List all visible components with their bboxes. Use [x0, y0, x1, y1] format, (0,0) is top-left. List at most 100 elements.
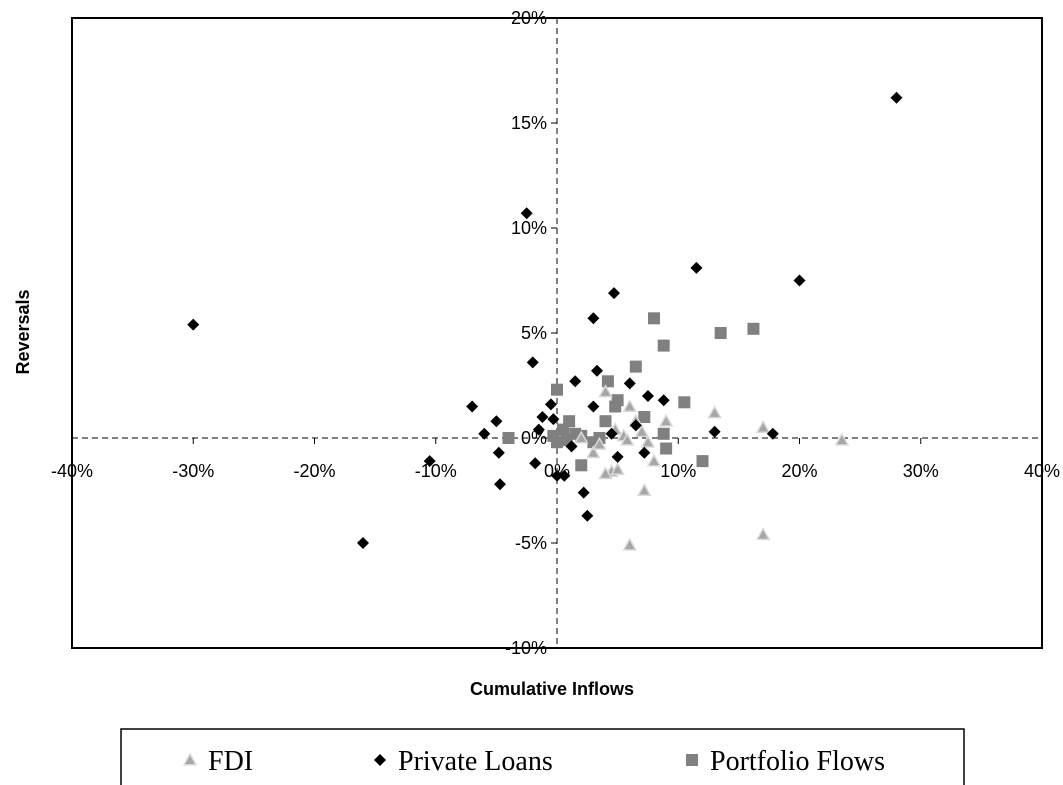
diamond-point [492, 446, 505, 459]
square-point [747, 322, 760, 335]
x-tick-label: 20% [781, 461, 817, 481]
y-axis-title: Reversals [13, 289, 33, 374]
diamond-point [793, 274, 806, 287]
triangle-point [755, 419, 771, 434]
diamond-point [526, 356, 539, 369]
series-diamond [187, 91, 903, 549]
diamond-point [638, 446, 651, 459]
triangle-point [598, 466, 613, 480]
diamond-point [490, 415, 503, 428]
diamond-point [520, 207, 533, 220]
diamond-point [591, 364, 604, 377]
diamond-point [690, 261, 703, 274]
triangle-point [586, 445, 601, 459]
diamond-point [708, 425, 721, 438]
triangle-point [634, 424, 650, 438]
legend-box [120, 728, 965, 785]
diamond-point [551, 469, 563, 482]
square-point [696, 455, 709, 468]
square-point [657, 339, 670, 352]
square-point [502, 432, 515, 444]
diamond-point [478, 427, 491, 440]
diamond-point [547, 413, 560, 426]
diamond-point [357, 537, 369, 549]
legend-label: FDI [208, 746, 253, 777]
legend-label: Portfolio Flows [710, 746, 885, 777]
y-tick-label: 5% [521, 323, 547, 343]
y-tick-label: 15% [511, 113, 547, 133]
diamond-point [187, 318, 200, 331]
diamond-point [607, 287, 620, 300]
square-point [660, 442, 673, 455]
x-axis-title: Cumulative Inflows [470, 679, 634, 699]
square-point [557, 423, 570, 436]
x-tick-label: 10% [660, 461, 696, 481]
triangle-point [658, 413, 674, 427]
triangle-point [598, 384, 613, 398]
square-point [599, 415, 612, 428]
triangle-point [610, 461, 625, 476]
triangle-point [637, 482, 652, 497]
diamond-point [569, 375, 582, 388]
diamond-point [536, 411, 549, 423]
y-tick-label: -10% [505, 638, 547, 658]
square-point [575, 459, 588, 472]
square-point [678, 396, 691, 409]
x-tick-label: -30% [172, 461, 214, 481]
diamond-point [657, 394, 670, 407]
square-point [609, 400, 622, 413]
diamond-point [529, 457, 542, 470]
square-point [638, 411, 651, 423]
x-tick-label: -40% [51, 461, 93, 481]
diamond-point [494, 478, 507, 491]
diamond-point [641, 390, 654, 402]
square-point [648, 312, 660, 325]
legend-triangle-marker [182, 752, 198, 766]
triangle-point [640, 434, 656, 448]
diamond-point [890, 91, 903, 104]
x-tick-label: 40% [1024, 461, 1060, 481]
square-point [551, 436, 563, 449]
triangle-point [834, 432, 850, 446]
triangle-point [620, 432, 635, 446]
square-point [714, 327, 727, 339]
square-point [551, 383, 563, 396]
triangle-point [622, 398, 638, 413]
diamond-point [623, 377, 636, 390]
y-tick-label: 20% [511, 8, 547, 28]
triangle-point [573, 430, 589, 444]
diamond-point [423, 455, 436, 468]
x-tick-label: -20% [293, 461, 335, 481]
legend-square-marker [686, 754, 698, 766]
triangle-point [755, 527, 771, 541]
data-points [187, 91, 903, 551]
legend: FDI Private Loans Portfolio Flows [120, 728, 965, 785]
diamond-point [466, 400, 479, 413]
diamond-point [605, 427, 618, 440]
diamond-point [629, 419, 642, 432]
diamond-point [577, 486, 590, 499]
square-point [657, 427, 670, 440]
diamond-point [581, 509, 594, 522]
diamond-point [587, 312, 600, 325]
triangle-point [707, 405, 722, 419]
triangle-point [622, 537, 638, 551]
square-point [629, 360, 642, 373]
series-square [502, 312, 760, 472]
triangle-point [592, 436, 607, 450]
y-tick-label: -5% [515, 533, 547, 553]
x-tick-label: 30% [903, 461, 939, 481]
diamond-point [558, 469, 571, 482]
square-point [601, 375, 614, 388]
diamond-point [532, 423, 545, 436]
legend-label: Private Loans [398, 746, 553, 777]
diamond-point [565, 440, 578, 453]
tick-labels: -40%-30%-20%-10%0%10%20%30%40%-10%-5%0%5… [51, 8, 1060, 658]
triangle-point [646, 453, 662, 467]
diamond-point [766, 427, 779, 440]
legend-diamond-marker [374, 754, 386, 766]
x-tick-label: -10% [415, 461, 457, 481]
diamond-point [587, 400, 600, 413]
diamond-point [611, 450, 624, 463]
